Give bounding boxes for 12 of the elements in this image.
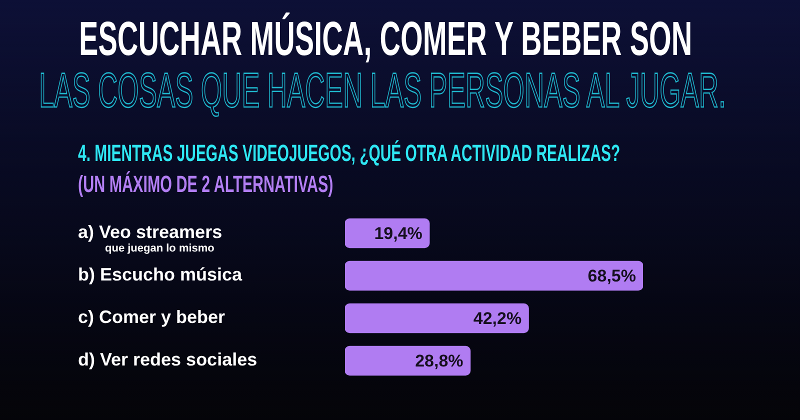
data-label: 28,8% (415, 351, 464, 370)
data-label: 19,4% (374, 224, 422, 243)
y-tick-label: b) Escucho música (78, 264, 244, 285)
chart-title: ESCUCHAR MÚSICA, COMER Y BEBER SON (78, 13, 692, 66)
chart-subtitle: LAS COSAS QUE HACEN LAS PERSONAS AL JUGAR. (38, 64, 726, 118)
text: 4. MIENTRAS JUEGAS VIDEOJUEGOS, ¿QUÉ OTRA ACTIVIDAD REALIZAS? (78, 140, 620, 166)
y-tick-label: a) Veo streamers que juegan lo mismo (78, 222, 222, 254)
data-label: 68,5% (588, 266, 636, 286)
y-tick-label: c) Comer y beber (78, 307, 226, 328)
y-tick-label: d) Ver redes sociales (78, 350, 258, 370)
data-label: 42,2% (473, 308, 522, 328)
text: (UN MÁXIMO DE 2 ALTERNATIVAS) (78, 171, 334, 198)
